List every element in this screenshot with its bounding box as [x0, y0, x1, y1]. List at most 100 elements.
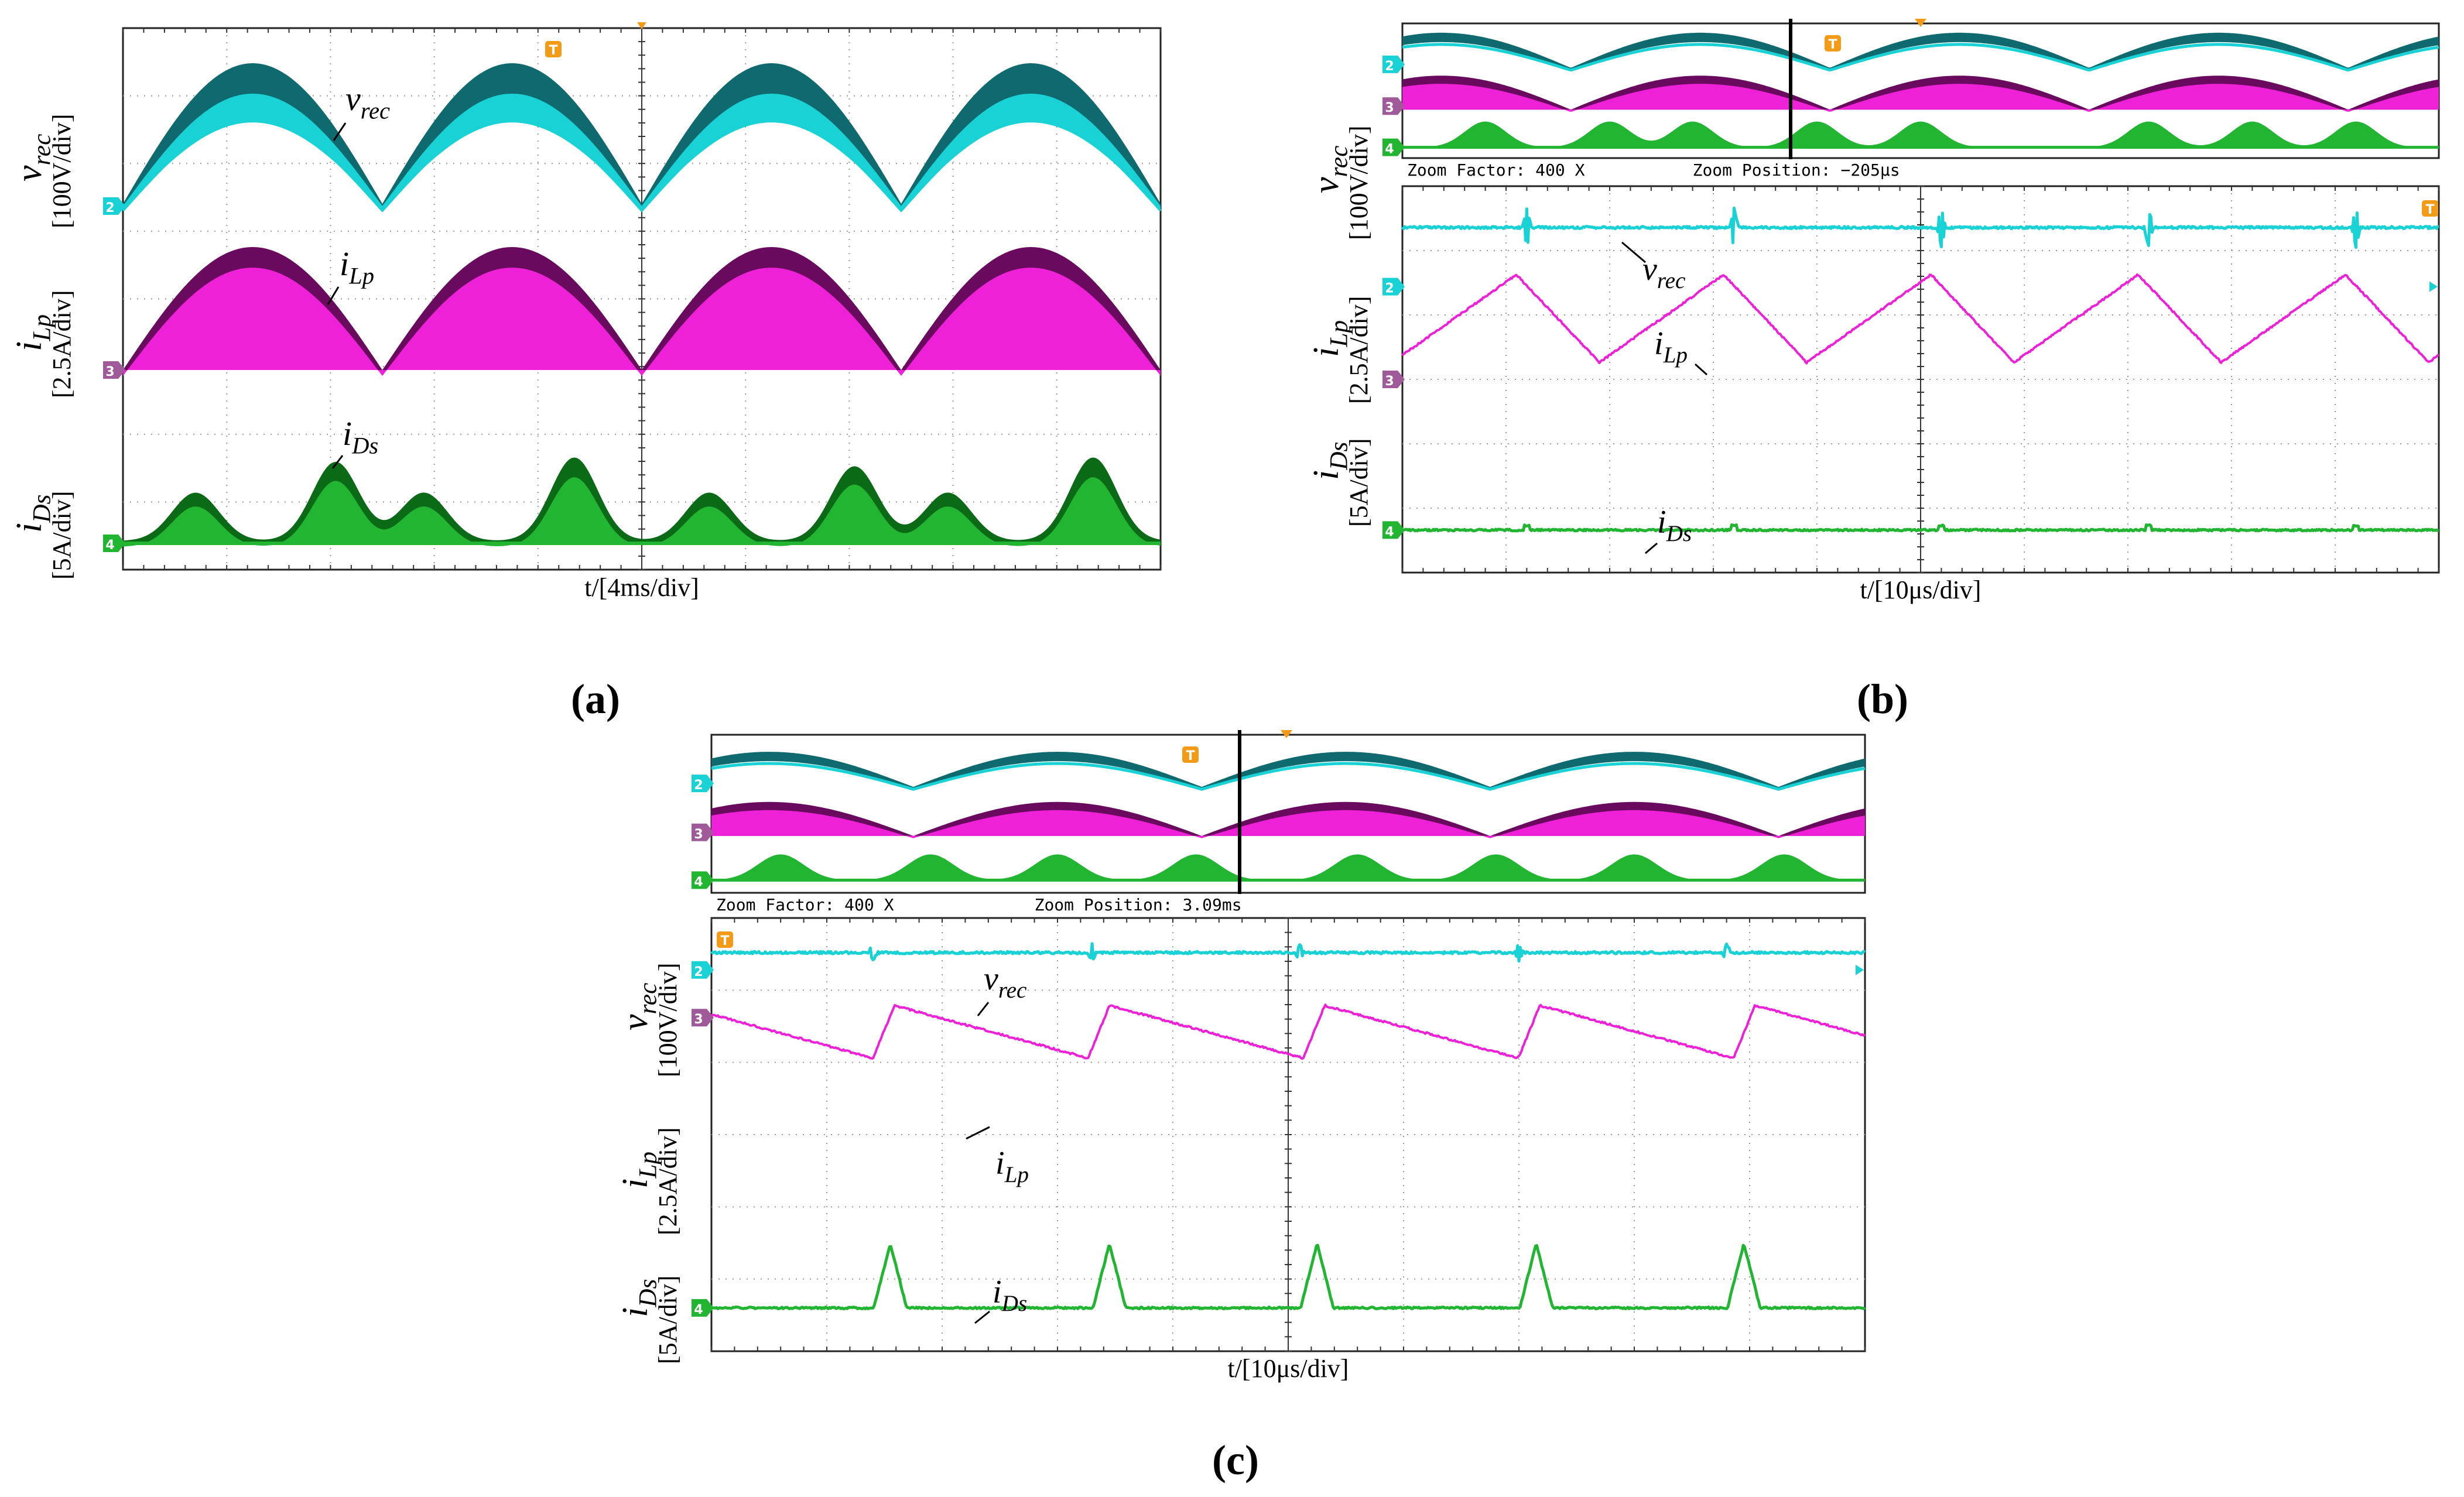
- iLp-envelope: [123, 268, 1161, 376]
- panel-a-ylabel-symbol-1: iLp: [9, 314, 56, 351]
- svg-text:iDs: iDs: [343, 414, 378, 459]
- panel-c-overview-vrec-dark: [711, 752, 1865, 790]
- panel-b-annotation-leader-1: [1694, 363, 1708, 376]
- svg-text:iLp: iLp: [1306, 320, 1353, 357]
- panel-a-ylabel-scale-1: [2.5A/div]: [47, 290, 76, 398]
- panel-b-main-grid: [1402, 186, 2439, 573]
- panel-c-overview-iLp: [711, 810, 1865, 838]
- panel-c-time-axis-label: t/[10μs/div]: [1228, 1354, 1349, 1383]
- panel-b-zoom-factor: Zoom Factor: 400 X: [1407, 160, 1585, 180]
- panel-b-overview-trigger-arrow: [1915, 19, 1926, 27]
- panel-label-c: (c): [1212, 1437, 1259, 1484]
- panel-c-ylabel-1: iLp[2.5A/div]: [615, 1127, 682, 1235]
- panel-c-overview-vrec: [711, 762, 1866, 791]
- panel-c-ylabel-symbol-2: iDs: [615, 1279, 662, 1317]
- panel-a-ylabel-2: iDs[5A/div]: [9, 491, 76, 580]
- panel-c-main-ch3-marker: 3: [692, 1009, 714, 1027]
- panel-b-overview-vrec: [1402, 43, 2439, 71]
- panel-b-main-ch2-marker: 2: [1382, 278, 1405, 296]
- panel-a-ylabel-1: iLp[2.5A/div]: [9, 290, 76, 398]
- panel-b-main-trigger-marker: T: [2422, 200, 2438, 217]
- panel-c-overview-ch3-marker: 3: [692, 823, 714, 842]
- svg-text:vrec: vrec: [345, 80, 390, 124]
- svg-text:iLp: iLp: [9, 314, 56, 351]
- panel-a-ylabel-symbol-0: vrec: [9, 134, 56, 181]
- panel-b-iDs-trace: [1402, 523, 2439, 533]
- svg-text:4: 4: [694, 875, 703, 889]
- iDs-envelope: [123, 477, 1161, 547]
- panel-c-overview-trigger-marker: T: [1182, 746, 1199, 763]
- svg-text:2: 2: [1385, 282, 1394, 296]
- panel-b-ylabel-symbol-1: iLp: [1306, 320, 1353, 357]
- panel-b-annotation-0: vrec: [1642, 251, 1685, 293]
- svg-text:4: 4: [694, 1303, 703, 1317]
- vrec-trace: [122, 117, 1162, 212]
- vrec-envelope-dark: [123, 63, 1161, 206]
- panel-c-ylabel-scale-1: [2.5A/div]: [653, 1127, 682, 1235]
- panel-b-annotation-leader-0: [1621, 241, 1646, 263]
- panel-b-ylabel-symbol-2: iDs: [1306, 442, 1353, 480]
- svg-text:2: 2: [105, 201, 114, 215]
- vrec-envelope: [123, 94, 1161, 210]
- panel-a-time-axis-label: t/[4ms/div]: [584, 573, 699, 602]
- panel-a-annotation-0: vrec: [345, 80, 390, 124]
- panel-b-main-ch4-marker: 4: [1382, 521, 1405, 539]
- panel-c-vrec-ref-arrow: [1856, 964, 1864, 975]
- panel-c-main-ch2-marker: 2: [692, 961, 714, 979]
- panel-c-ylabel-2: iDs[5A/div]: [615, 1275, 682, 1364]
- svg-text:vrec: vrec: [9, 134, 56, 181]
- panel-b-overview-trigger-marker: T: [1825, 35, 1841, 52]
- panel-c-annotation-leader-1: [966, 1126, 990, 1140]
- panel-b-overview-vrec-dark: [1402, 32, 2439, 70]
- panel-c-annotation-1: iLp: [995, 1145, 1029, 1187]
- panel-a-annotation-leader-0: [333, 122, 347, 141]
- svg-text:T: T: [2425, 203, 2434, 217]
- panel-label-a: (a): [571, 676, 620, 722]
- panel-a: 234Tvrec[100V/div]iLp[2.5A/div]iDs[5A/di…: [9, 22, 1162, 602]
- svg-text:3: 3: [1385, 101, 1394, 115]
- panel-b-time-axis-label: t/[10μs/div]: [1860, 575, 1982, 604]
- panel-c-main-grid: [711, 917, 1866, 1352]
- svg-text:3: 3: [1385, 374, 1394, 389]
- panel-label-b: (b): [1857, 676, 1908, 722]
- svg-text:iLp: iLp: [340, 245, 374, 289]
- svg-text:3: 3: [105, 365, 114, 379]
- svg-text:iDs: iDs: [1306, 442, 1353, 480]
- panel-a-ylabel-0: vrec[100V/div]: [9, 114, 76, 228]
- panel-b-ylabel-2: iDs[5A/div]: [1306, 438, 1373, 527]
- svg-text:T: T: [1828, 37, 1837, 52]
- svg-text:4: 4: [1385, 142, 1394, 157]
- panel-a-ylabel-scale-2: [5A/div]: [47, 491, 76, 580]
- panel-c-zoom-factor: Zoom Factor: 400 X: [716, 895, 894, 914]
- panel-c-annotation-2: iDs: [993, 1274, 1027, 1316]
- panel-c-overview-ch4-marker: 4: [692, 871, 714, 889]
- trigger-marker: T: [545, 41, 562, 58]
- panel-b-overview-ch3-marker: 3: [1382, 97, 1405, 115]
- panel-c-ylabel-scale-0: [100V/div]: [653, 962, 682, 1077]
- panel-c: T 2 3 4 Zoom Factor: 400 X Zoom Position: 3.0…: [615, 730, 1866, 1383]
- panel-b-annotation-2: iDs: [1657, 504, 1692, 546]
- svg-text:2: 2: [1385, 59, 1394, 74]
- panel-c-annotation-leader-0: [977, 1002, 990, 1016]
- svg-text:vrec: vrec: [1642, 251, 1685, 293]
- svg-text:iDs: iDs: [1657, 504, 1692, 546]
- panel-b-vrec-trace: [1401, 207, 2439, 249]
- panel-a-annotation-leader-2: [331, 455, 344, 469]
- channel-2-marker: 2: [103, 197, 125, 215]
- svg-text:iLp: iLp: [995, 1145, 1029, 1187]
- panel-c-annotation-leader-2: [974, 1310, 990, 1324]
- panel-b-vrec-ref-arrow: [2429, 281, 2438, 292]
- panel-c-iDs-trace: [711, 1243, 1866, 1310]
- panel-c-annotation-0: vrec: [984, 961, 1026, 1003]
- panel-c-iLp-trace: [710, 1003, 1866, 1060]
- svg-text:4: 4: [105, 538, 114, 553]
- panel-b-main-ch3-marker: 3: [1382, 371, 1405, 389]
- panel-a-annotation-1: iLp: [340, 245, 374, 289]
- panel-c-ylabel-symbol-1: iLp: [615, 1152, 662, 1188]
- panel-b: T 2 3 4 Zoom Factor: 400 X Zoom Position: −20…: [1306, 19, 2440, 604]
- panel-b-ylabel-0: vrec[100V/div]: [1306, 125, 1373, 240]
- trigger-position-arrow: [637, 22, 646, 29]
- channel-3-marker: 3: [103, 361, 125, 379]
- panel-c-main-ch4-marker: 4: [692, 1299, 714, 1317]
